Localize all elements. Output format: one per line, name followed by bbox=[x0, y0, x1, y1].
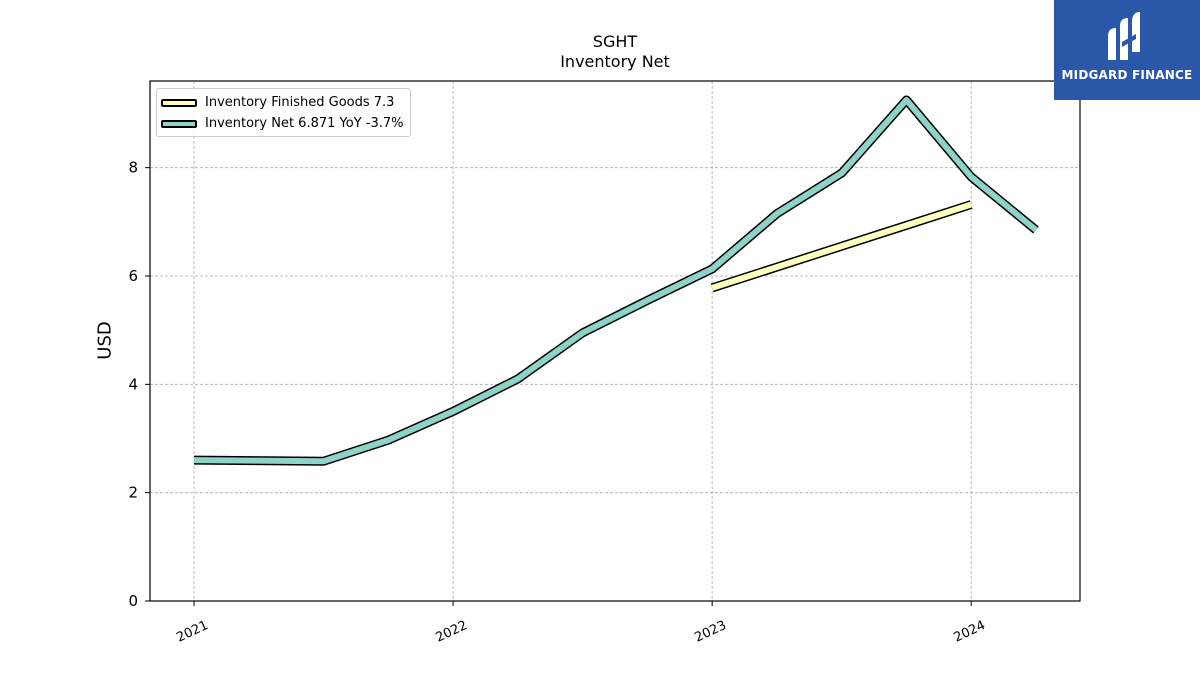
y-axis-label: USD bbox=[94, 321, 116, 360]
legend: Inventory Finished Goods 7.3 Inventory N… bbox=[156, 88, 411, 137]
legend-label-finished-goods: Inventory Finished Goods 7.3 bbox=[205, 95, 395, 110]
y-tick-label: 8 bbox=[128, 159, 138, 177]
mf-monogram-icon bbox=[1108, 12, 1140, 60]
series-line-inventory-net bbox=[194, 96, 1038, 465]
y-tick-label: 4 bbox=[128, 375, 138, 393]
x-tick-label: 2021 bbox=[174, 618, 210, 646]
legend-label-inventory-net: Inventory Net 6.871 YoY -3.7% bbox=[205, 116, 404, 131]
chart-subtitle: Inventory Net bbox=[560, 52, 670, 71]
y-tick-label: 0 bbox=[128, 592, 138, 610]
series-line-inventory-net-outline bbox=[194, 95, 1039, 466]
plot-frame bbox=[149, 80, 1081, 602]
legend-swatch-finished-goods bbox=[161, 98, 197, 107]
y-tick-label: 6 bbox=[128, 267, 138, 285]
x-tick-label: 2022 bbox=[433, 618, 469, 646]
legend-item-inventory-net: Inventory Net 6.871 YoY -3.7% bbox=[161, 113, 404, 134]
y-tick-label: 2 bbox=[128, 484, 138, 502]
x-tick-label: 2024 bbox=[952, 618, 988, 646]
series-line-finished-goods bbox=[711, 201, 973, 291]
x-tick-label: 2023 bbox=[692, 618, 728, 646]
legend-swatch-inventory-net bbox=[161, 119, 197, 128]
legend-item-finished-goods: Inventory Finished Goods 7.3 bbox=[161, 92, 404, 113]
brand-logo: MIDGARD FINANCE bbox=[1054, 0, 1200, 100]
brand-logo-text: MIDGARD FINANCE bbox=[1061, 68, 1193, 82]
chart-title: SGHT bbox=[592, 32, 638, 51]
